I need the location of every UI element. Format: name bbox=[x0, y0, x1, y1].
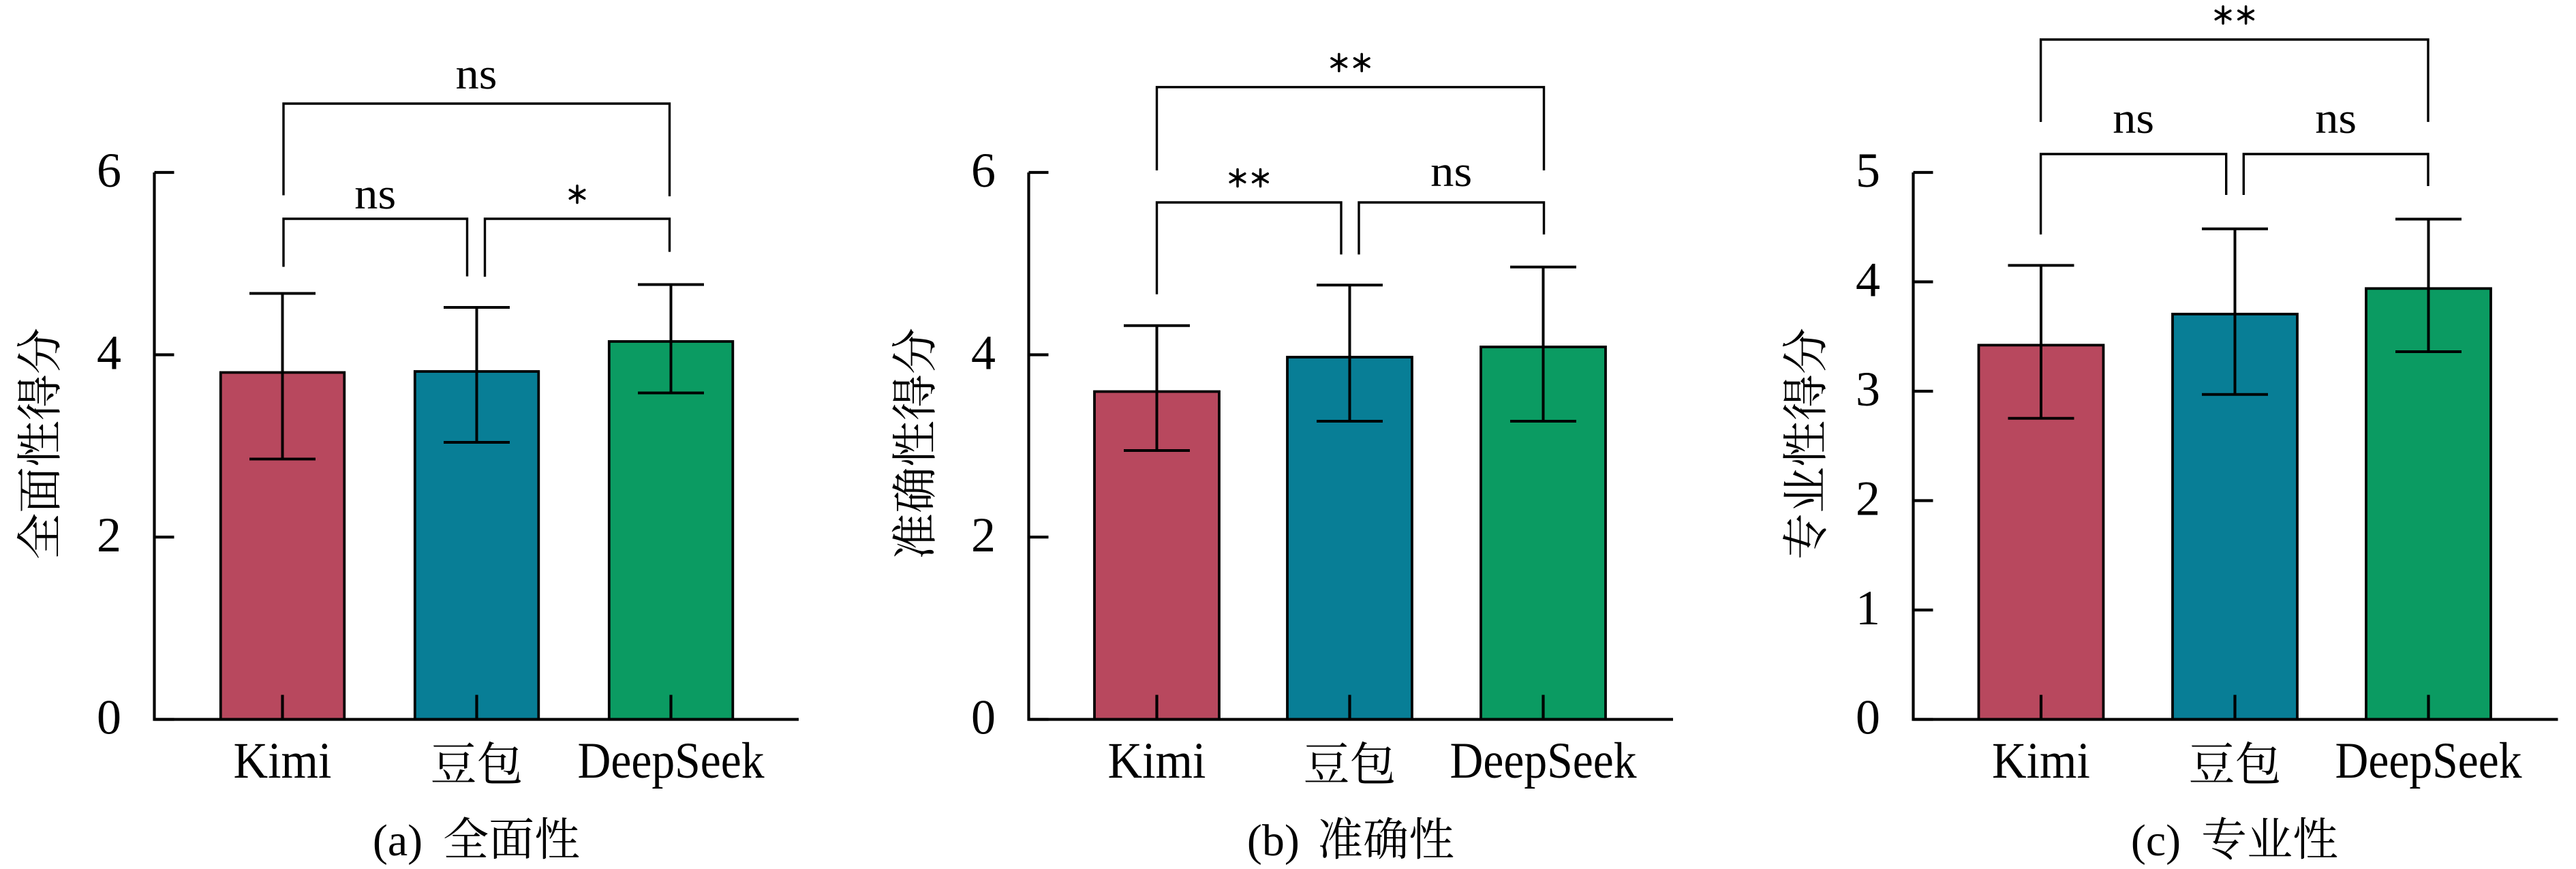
svg-text:ns: ns bbox=[354, 170, 396, 219]
svg-text:4: 4 bbox=[1856, 253, 1880, 307]
svg-text:1: 1 bbox=[1856, 581, 1880, 635]
svg-text:6: 6 bbox=[97, 143, 121, 198]
svg-text:Kimi: Kimi bbox=[1992, 733, 2090, 789]
svg-text:DeepSeek: DeepSeek bbox=[2335, 733, 2522, 789]
svg-text:Kimi: Kimi bbox=[1108, 733, 1206, 789]
svg-text:ns: ns bbox=[456, 50, 497, 99]
svg-text:3: 3 bbox=[1856, 362, 1880, 416]
svg-text:ns: ns bbox=[2113, 94, 2154, 143]
svg-text:5: 5 bbox=[1856, 143, 1880, 198]
svg-text:4: 4 bbox=[97, 326, 121, 380]
svg-text:0: 0 bbox=[97, 690, 121, 745]
svg-text:2: 2 bbox=[1856, 472, 1880, 526]
svg-text:ns: ns bbox=[1430, 147, 1472, 196]
svg-text:0: 0 bbox=[971, 690, 996, 745]
svg-text:DeepSeek: DeepSeek bbox=[1450, 733, 1637, 789]
svg-text:4: 4 bbox=[971, 326, 996, 380]
svg-text:ns: ns bbox=[2315, 94, 2357, 143]
svg-text:DeepSeek: DeepSeek bbox=[578, 733, 765, 789]
svg-text:0: 0 bbox=[1856, 690, 1880, 745]
svg-text:Kimi: Kimi bbox=[234, 733, 332, 789]
svg-text:(c): (c) bbox=[2131, 816, 2181, 866]
svg-text:2: 2 bbox=[97, 508, 121, 562]
svg-text:(a): (a) bbox=[373, 816, 423, 866]
svg-text:6: 6 bbox=[971, 143, 996, 198]
svg-text:(b): (b) bbox=[1247, 816, 1300, 866]
svg-text:2: 2 bbox=[971, 508, 996, 562]
